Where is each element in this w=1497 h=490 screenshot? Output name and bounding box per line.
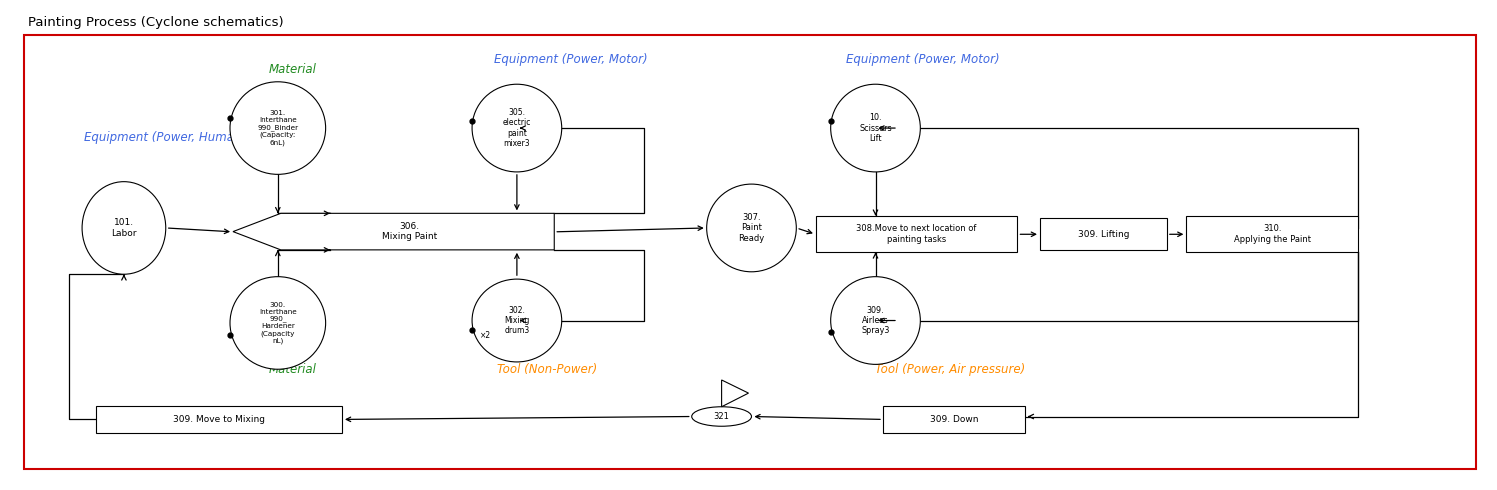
Text: 305.
electric
paint
mixer3: 305. electric paint mixer3 [503,108,531,148]
Text: ×2: ×2 [479,331,491,340]
Text: 10.
Scissors
Lift: 10. Scissors Lift [859,113,892,143]
Ellipse shape [231,277,326,369]
Text: 306.
Mixing Paint: 306. Mixing Paint [382,222,437,241]
FancyBboxPatch shape [816,216,1018,252]
Text: 309.
Airless
Spray3: 309. Airless Spray3 [861,306,889,336]
FancyBboxPatch shape [883,406,1025,433]
Text: 309. Move to Mixing: 309. Move to Mixing [172,415,265,424]
Polygon shape [722,380,748,407]
Ellipse shape [831,277,921,365]
Text: 321: 321 [714,412,729,421]
FancyBboxPatch shape [1186,216,1358,252]
Polygon shape [234,213,554,250]
Text: Equipment (Power, Motor): Equipment (Power, Motor) [846,53,1000,66]
Ellipse shape [472,84,561,172]
Text: 309. Lifting: 309. Lifting [1078,229,1129,239]
Text: 302.
Mixing
drum3: 302. Mixing drum3 [504,306,530,336]
Ellipse shape [231,82,326,174]
Text: 310.
Applying the Paint: 310. Applying the Paint [1234,224,1311,244]
Ellipse shape [472,279,561,362]
Text: 308.Move to next location of
painting tasks: 308.Move to next location of painting ta… [856,224,976,244]
Text: Tool (Non-Power): Tool (Non-Power) [497,363,597,376]
Ellipse shape [82,182,166,274]
Ellipse shape [707,184,796,272]
Ellipse shape [831,84,921,172]
Text: Material: Material [269,63,317,76]
FancyBboxPatch shape [96,406,343,433]
Text: Tool (Power, Air pressure): Tool (Power, Air pressure) [876,363,1025,376]
Text: 309. Down: 309. Down [930,415,978,424]
Text: Painting Process (Cyclone schematics): Painting Process (Cyclone schematics) [28,16,284,29]
FancyBboxPatch shape [1040,218,1166,250]
Text: 307.
Paint
Ready: 307. Paint Ready [738,213,765,243]
FancyBboxPatch shape [24,35,1476,469]
Circle shape [692,407,751,426]
Text: Material: Material [269,363,317,376]
Text: 300.
Interthane
990_
Hardener
(Capacity
nL): 300. Interthane 990_ Hardener (Capacity … [259,301,296,344]
Text: Equipment (Power, Human): Equipment (Power, Human) [84,131,246,145]
Text: 101.
Labor: 101. Labor [111,218,136,238]
Text: 301.
Interthane
990_Binder
(Capacity:
6nL): 301. Interthane 990_Binder (Capacity: 6n… [257,110,298,146]
Text: Equipment (Power, Motor): Equipment (Power, Motor) [494,53,648,66]
